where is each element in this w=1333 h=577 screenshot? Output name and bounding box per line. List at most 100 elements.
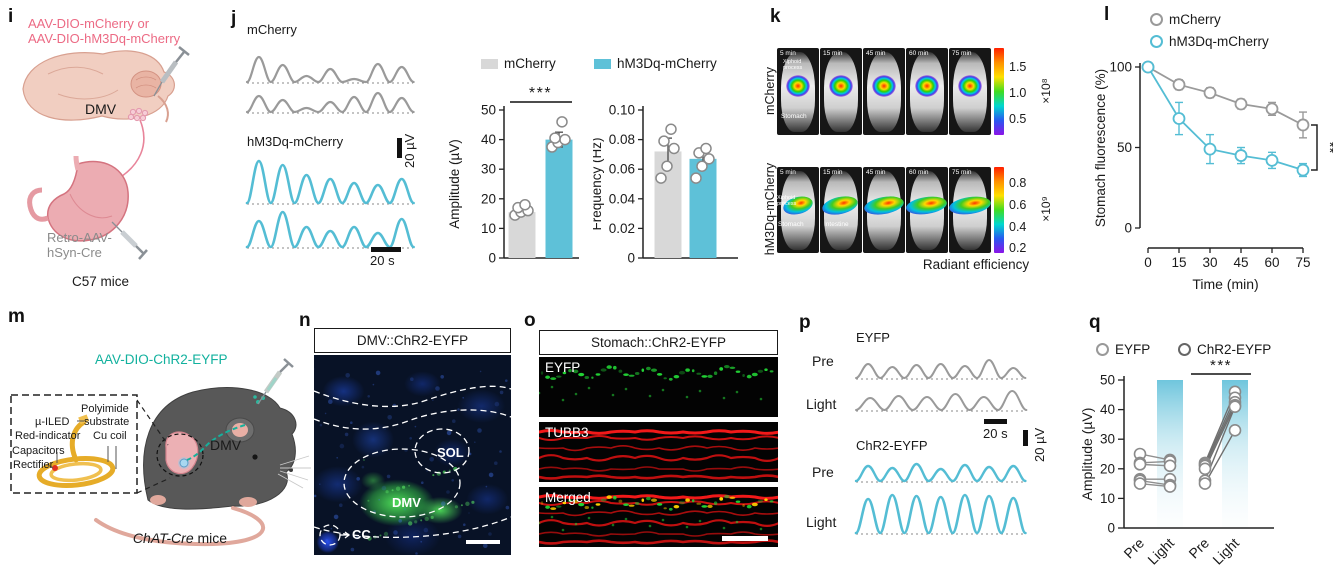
bioluminescence-blob (915, 75, 939, 97)
cbar1-tick: 1.0 (1009, 86, 1027, 100)
time-label: 5 min (780, 169, 796, 176)
data-point (1265, 102, 1279, 116)
trace-path (854, 462, 1027, 483)
k-ann-intestine-row2: Intestine (824, 221, 849, 228)
p-pre-label-2: Pre (812, 464, 834, 480)
data-point (1133, 477, 1147, 490)
fluorescence-layers (314, 369, 511, 555)
legend-circle-hm3dq (1150, 35, 1163, 48)
data-point (1203, 142, 1217, 156)
frequency-bar-chart: 0 0.02 0.04 0.06 0.08 0.10 Frequency (Hz) (593, 103, 738, 266)
time-label: 45 min (866, 50, 886, 57)
svg-text:30: 30 (1100, 432, 1115, 447)
data-point (1198, 462, 1212, 476)
data-point (1296, 163, 1310, 177)
data-point (1163, 480, 1177, 493)
k-row2-label: hM3Dq-mCherry (763, 162, 777, 256)
data-point (549, 132, 561, 144)
svg-text:10: 10 (1100, 491, 1115, 506)
k-ann-stomach-row2: Stomach (778, 221, 804, 228)
time-label: 60 min (909, 50, 929, 57)
red-indicator-dot (52, 465, 58, 471)
colorbar-row1 (994, 48, 1004, 135)
panel-i-label: i (8, 6, 14, 27)
ivis-tile: 45 min (863, 167, 905, 253)
panel-q-label: q (1089, 312, 1101, 333)
injection-virus-dots (253, 395, 265, 404)
legend-q-eyfp: EYFP (1096, 342, 1150, 357)
svg-text:10: 10 (481, 221, 496, 236)
label-pointer-lines (47, 420, 117, 469)
bioluminescence-blob (786, 75, 810, 97)
label-rectifier: Rectifier (13, 459, 54, 471)
svg-text:20: 20 (1100, 461, 1115, 476)
legend-q-label-eyfp: EYFP (1115, 342, 1151, 357)
k-ann-stomach-row1: Stomach (781, 113, 807, 120)
speckle-layer (314, 368, 510, 555)
significance-stars: *** (529, 85, 552, 102)
data-point (1228, 424, 1242, 437)
ivis-tile: 60 min (906, 167, 948, 253)
data-point (1163, 459, 1177, 473)
scale-bar-o (722, 536, 768, 541)
svg-text:0.08: 0.08 (609, 132, 635, 147)
cbar2-tick: 0.6 (1009, 198, 1027, 212)
label-cu-coil: Cu coil (93, 430, 127, 442)
label-polyimide: Polyimide (81, 403, 129, 415)
legend-l-label-hm3dq: hM3Dq-mCherry (1169, 34, 1269, 49)
time-label: 5 min (780, 50, 796, 57)
cbar1-exponent: ×10⁸ (1039, 78, 1053, 104)
bar-hM3Dq-mCherry (545, 139, 573, 258)
panel-n-label: n (299, 310, 311, 331)
panel-i-title-line1: AAV-DIO-mCherry or (28, 16, 150, 31)
cbar2-tick: 0.2 (1009, 241, 1027, 255)
k-row1-label: mCherry (763, 67, 777, 115)
svg-text:0.04: 0.04 (609, 191, 636, 206)
panel-o-label: o (524, 310, 536, 331)
wireless-coil-device (36, 414, 116, 488)
trace-path (245, 55, 415, 84)
ivis-tile: 15 min (820, 48, 862, 135)
amplitude-bar-chart: 0 10 20 30 40 50 Amplitude (µV) *** (447, 85, 579, 266)
legend-j-mcherry: mCherry (481, 56, 556, 71)
chat-cre-mice-label: ChAT-Cre mice (132, 530, 228, 546)
tubb3-layer-label: TUBB3 (545, 425, 589, 440)
trace-path (245, 210, 415, 249)
syringe-brain-icon (153, 46, 190, 97)
cbar2-tick: 0.8 (1009, 176, 1027, 190)
legend-swatch-mcherry (481, 58, 498, 69)
legend-q-chr2: ChR2-EYFP (1178, 342, 1271, 357)
significance-bracket (1311, 124, 1318, 171)
data-point (1234, 97, 1248, 111)
panel-p-label: p (799, 312, 811, 333)
syringe-stomach-icon (111, 221, 148, 260)
data-point (559, 133, 571, 146)
cbar2-tick: 0.4 (1009, 220, 1027, 234)
ivis-tile: 60 min (906, 48, 948, 135)
panel-k-label: k (770, 6, 781, 27)
svg-text:40: 40 (1100, 402, 1115, 417)
o-title-box: Stomach::ChR2-EYFP (539, 330, 778, 355)
hm3dq-trace-group-label: hM3Dq-mCherry (247, 134, 344, 149)
cerebellum-shape (130, 70, 162, 98)
cbar2-exponent: ×10⁹ (1039, 196, 1053, 222)
trace-path (854, 493, 1027, 535)
legend-label-hm3dq: hM3Dq-mCherry (617, 56, 717, 71)
time-label: 60 min (909, 169, 929, 176)
brain-shape (22, 50, 175, 121)
data-point (668, 142, 680, 155)
ivis-tile: 75 min (949, 167, 991, 253)
exposed-stomach (165, 431, 199, 475)
volt-scale-label-j: 20 µV (402, 133, 417, 168)
k-ann-xiphoid-row1: Xiphoid process (783, 59, 803, 71)
y-axis-label: Amplitude (µV) (447, 139, 462, 229)
mouse-foot (150, 495, 166, 505)
bioluminescence-blob (829, 75, 853, 97)
panel-j-label: j (231, 8, 237, 29)
k-ann-xiphoid-row2: Xiphoid process (777, 195, 797, 207)
surgical-window-outline (156, 433, 204, 477)
data-point (700, 142, 712, 155)
p-light-label-2: Light (806, 514, 837, 530)
x-axis-label: Time (min) (1192, 276, 1258, 292)
